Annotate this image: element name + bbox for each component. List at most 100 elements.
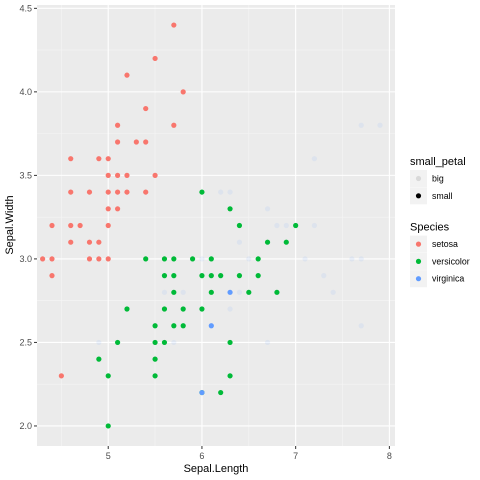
data-point-setosa-small — [49, 222, 55, 229]
panel-background — [37, 5, 395, 446]
data-point-versicolor-small — [152, 323, 158, 329]
legend-label-small: small — [432, 191, 453, 201]
legend-label-versicolor: versicolor — [432, 256, 470, 266]
data-point-setosa-small — [114, 189, 121, 195]
data-point-virginica-big — [236, 289, 243, 295]
data-point-setosa-small — [124, 189, 130, 195]
data-point-versicolor-small — [105, 423, 111, 429]
legend-label-setosa: setosa — [432, 239, 458, 249]
data-point-versicolor-small — [218, 389, 224, 396]
x-axis-title: Sepal.Length — [184, 463, 249, 475]
data-point-virginica-big — [311, 156, 318, 162]
data-point-setosa-small — [171, 22, 177, 28]
data-point-setosa-small — [105, 172, 111, 178]
data-point-setosa-small — [171, 122, 177, 128]
data-point-setosa-small — [105, 256, 111, 262]
y-tick-label: 4.0 — [19, 87, 32, 97]
data-point-setosa-small — [68, 222, 74, 229]
data-point-virginica-big — [171, 339, 177, 346]
data-point-setosa-small — [68, 156, 74, 162]
data-point-setosa-small — [133, 139, 139, 145]
major-gridlines — [37, 5, 395, 446]
data-point-setosa-small — [143, 105, 149, 112]
legend-label-big: big — [432, 174, 444, 184]
data-point-versicolor-small — [152, 356, 158, 362]
data-point-virginica-big — [264, 206, 271, 212]
data-point-virginica-big — [264, 339, 271, 346]
data-point-versicolor-small — [227, 373, 233, 379]
data-point-virginica-big — [246, 256, 252, 262]
data-point-versicolor-small — [143, 256, 149, 262]
data-point-setosa-small — [124, 172, 130, 178]
data-point-virginica-big — [358, 256, 364, 262]
x-tick-label: 7 — [293, 451, 298, 461]
data-point-virginica-big — [311, 222, 318, 229]
data-point-versicolor-small — [114, 339, 121, 346]
data-point-setosa-small — [58, 373, 64, 379]
data-point-versicolor-small — [161, 339, 168, 346]
data-point-setosa-small — [49, 273, 55, 279]
data-point-virginica-big — [96, 339, 102, 346]
data-point-setosa-small — [114, 206, 121, 212]
data-point-setosa-small — [96, 256, 102, 262]
x-tick-label: 8 — [387, 451, 392, 461]
data-point-virginica-small — [227, 289, 233, 295]
data-point-setosa-small — [105, 206, 111, 212]
data-point-versicolor-small — [180, 306, 186, 312]
legend-key-background — [410, 170, 427, 187]
data-point-virginica-big — [321, 273, 327, 279]
data-point-versicolor-small — [96, 356, 102, 362]
x-axis-ticks: 5 6 7 8 — [106, 446, 392, 461]
data-point-virginica-big — [358, 323, 364, 329]
data-point-virginica-big — [377, 122, 383, 128]
y-tick-label: 3.0 — [19, 254, 32, 264]
data-point-virginica-big — [236, 239, 243, 245]
data-point-setosa-small — [49, 256, 55, 262]
data-point-setosa-small — [124, 72, 130, 78]
y-axis-title: Sepal.Width — [4, 195, 16, 254]
data-point-setosa-small — [86, 189, 93, 195]
data-point-setosa-small — [114, 122, 121, 128]
data-point-setosa-small — [114, 139, 121, 145]
data-point-virginica-big — [349, 256, 355, 262]
data-point-setosa-small — [105, 222, 111, 229]
data-point-virginica-big — [274, 222, 280, 229]
data-point-versicolor-small — [171, 256, 177, 262]
data-point-setosa-small — [86, 239, 93, 245]
data-point-versicolor-small — [255, 273, 261, 279]
data-point-versicolor-small — [199, 306, 205, 312]
data-point-setosa-small — [105, 156, 111, 162]
data-point-versicolor-small — [208, 289, 214, 295]
data-point-virginica-big — [358, 122, 364, 128]
y-tick-label: 3.5 — [19, 170, 32, 180]
data-point-versicolor-small — [208, 273, 214, 279]
data-point-setosa-small — [114, 172, 121, 178]
y-tick-label: 4.5 — [19, 3, 32, 13]
data-point-setosa-small — [68, 189, 74, 195]
data-points — [40, 22, 383, 429]
data-point-virginica-big — [199, 256, 205, 262]
data-point-virginica-big — [283, 222, 289, 229]
legend-title: small_petal — [410, 156, 466, 168]
data-point-setosa-small — [105, 189, 111, 195]
data-point-virginica-big — [330, 289, 336, 295]
data-point-virginica-big — [180, 289, 186, 295]
data-point-setosa-small — [180, 89, 186, 95]
data-point-virginica-big — [161, 289, 168, 295]
data-point-versicolor-small — [180, 323, 186, 329]
legend-key-setosa — [415, 241, 422, 247]
minor-gridlines — [37, 5, 395, 446]
data-point-setosa-small — [77, 222, 83, 229]
data-point-versicolor-small — [171, 289, 177, 295]
data-point-versicolor-small — [124, 306, 130, 312]
data-point-virginica-big — [218, 189, 224, 195]
data-point-versicolor-small — [152, 339, 158, 346]
data-point-versicolor-small — [264, 239, 271, 245]
data-point-setosa-small — [152, 55, 158, 62]
data-point-versicolor-small — [208, 256, 214, 262]
legend-key-big — [415, 175, 422, 182]
data-point-virginica-small — [199, 389, 205, 396]
x-tick-label: 6 — [199, 451, 204, 461]
data-point-setosa-small — [68, 239, 74, 245]
data-point-versicolor-small — [152, 373, 158, 379]
